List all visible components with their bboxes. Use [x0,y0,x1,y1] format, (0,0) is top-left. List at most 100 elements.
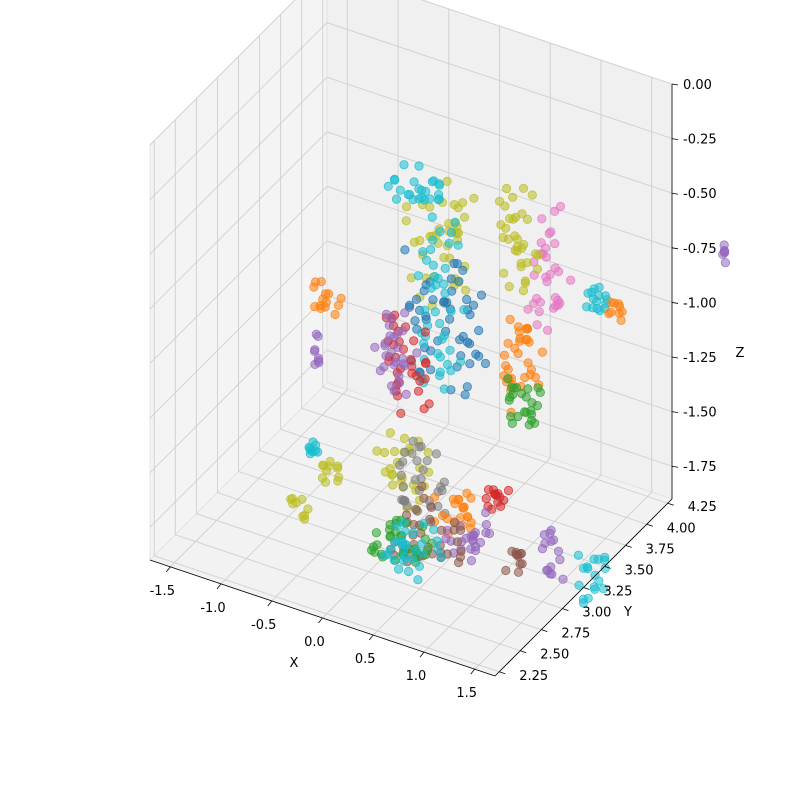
scatter-point [389,174,400,184]
scatter-point [401,216,411,226]
scatter-point [440,263,450,273]
z-tick-label: -0.25 [683,133,717,148]
scatter-point [517,559,527,569]
scatter-point [389,555,399,566]
scatter-point [381,351,391,361]
z-gridline [149,0,296,146]
scatter-point [414,161,424,171]
scatter-point [450,518,460,528]
scatter-point [449,258,459,269]
scatter-point [393,564,404,574]
scatter-point [313,353,324,363]
x-tick-label: 0.5 [355,652,376,667]
x-tick-mark [165,566,171,573]
scatter-point [370,547,380,557]
scatter-point [372,446,382,456]
axes-ticks: -1.5 -1.0 -0.5 0.0 0.5 1.0 1.5 2.25 2.50 2.75 3.00… [150,78,717,701]
z-tick-label: -1.00 [683,296,717,311]
scatter-point [501,565,511,576]
scatter-point [418,548,428,558]
scatter-point [420,374,430,384]
scatter-point [430,307,440,317]
scatter-point [446,306,456,316]
scatter-point [398,481,408,492]
z-gridline [326,131,673,249]
scatter-point [429,525,439,535]
scatter-point [466,531,476,541]
scatter-point [407,448,417,458]
scatter-point [413,386,424,396]
scatter-point [481,507,491,518]
x-tick-label: -1.5 [150,584,175,599]
scatter-point [432,536,442,546]
scatter-point [380,338,390,348]
scatter-point [453,557,464,568]
scatter-point [425,194,435,204]
scatter-point [379,362,389,372]
scatter-point [433,190,444,200]
scatter-point [411,504,421,514]
scatter-point [417,539,427,549]
scatter-point [565,275,576,285]
scatter-point [371,528,381,538]
scatter-point [310,302,320,312]
scatter-point [409,336,419,346]
y-gridline [175,534,521,652]
scatter-point [532,320,542,330]
x-tick-mark [216,583,222,590]
scatter-point [323,289,334,299]
y-tick-mark [499,671,506,675]
y-tick-label: 3.25 [604,585,633,600]
scatter-point [462,488,472,498]
z-gridline [149,22,328,200]
scatter-point [505,392,515,402]
z-gridline [326,185,673,303]
scatter-point [510,245,520,255]
scatter-point [589,554,599,564]
scatter-point [537,347,548,357]
scatter-point [401,202,412,212]
y-tick-label: 3.50 [625,563,654,578]
scatter-point [507,546,517,557]
y-tick-mark [562,608,569,611]
scatter-point [523,358,533,368]
scatter-point [439,384,449,394]
scatter-point [442,297,452,308]
scatter-point [498,232,508,243]
scatter-point [537,544,548,554]
scatter-point [431,449,441,459]
scatter-point [394,371,404,381]
scatter-point [519,240,529,250]
scatter-point [299,514,310,524]
y-gridline [196,513,542,631]
scatter-point [550,239,560,249]
x-tick-label: -1.0 [200,601,225,616]
z-gridline [420,0,673,85]
scatter-point [534,306,544,317]
scatter-point [414,561,424,572]
scatter-point [550,292,561,303]
scatter-point [503,338,513,348]
scatter-point [436,525,447,535]
scatter-point [398,326,408,336]
scatter-point [503,485,514,496]
scatter-point [581,302,592,312]
scatter-point [507,418,517,428]
scatter-point [428,260,438,270]
scatter-point [333,476,343,486]
scatter-point [333,300,344,310]
z-tick-label: -0.75 [683,242,717,257]
scatter-point [548,535,559,545]
z-tick-mark [671,356,679,359]
y-gridline [154,555,500,673]
scatter-point [526,415,537,425]
scatter-point [419,493,429,503]
scatter-point [483,484,494,495]
scatter-point [476,290,487,300]
scatter-point [411,370,421,381]
scatter-point [333,461,343,471]
scatter-point [414,184,424,194]
y-tick-mark [667,502,674,506]
z-gridline [149,131,328,310]
